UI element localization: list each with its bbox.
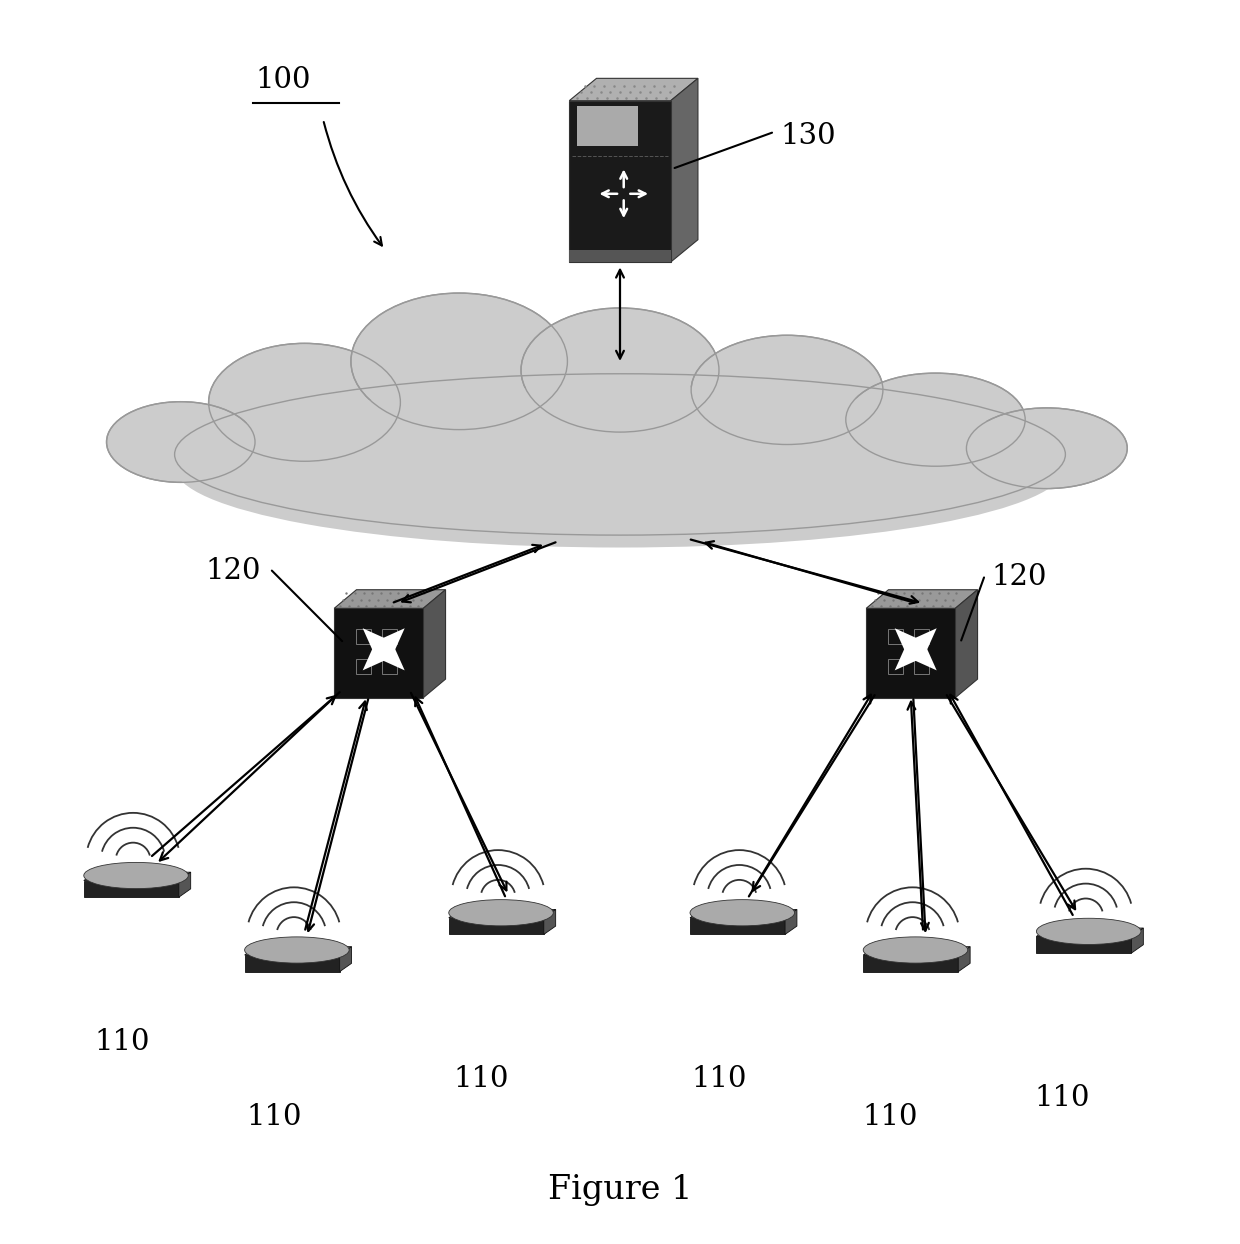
Text: 110: 110 (247, 1102, 301, 1131)
Polygon shape (449, 918, 544, 934)
Ellipse shape (449, 899, 553, 926)
Text: 100: 100 (255, 66, 310, 95)
Polygon shape (955, 590, 977, 698)
Polygon shape (244, 955, 340, 972)
Polygon shape (908, 628, 936, 657)
Ellipse shape (846, 373, 1025, 466)
Ellipse shape (521, 309, 719, 432)
Polygon shape (362, 642, 392, 671)
Polygon shape (179, 872, 191, 897)
Ellipse shape (175, 386, 1065, 547)
Ellipse shape (863, 937, 967, 963)
Polygon shape (335, 608, 423, 698)
Polygon shape (569, 78, 698, 101)
Ellipse shape (84, 862, 188, 888)
Text: Figure 1: Figure 1 (548, 1174, 692, 1207)
Polygon shape (335, 590, 445, 608)
Polygon shape (1037, 937, 1131, 953)
Polygon shape (867, 590, 977, 608)
Polygon shape (372, 638, 394, 661)
Text: 130: 130 (781, 122, 837, 151)
Polygon shape (895, 642, 924, 671)
Polygon shape (785, 909, 797, 934)
Polygon shape (449, 909, 556, 918)
Text: 110: 110 (1034, 1084, 1090, 1112)
Ellipse shape (351, 294, 568, 429)
Ellipse shape (691, 336, 883, 444)
Polygon shape (1037, 928, 1143, 937)
Polygon shape (867, 608, 955, 698)
Polygon shape (689, 909, 797, 918)
Ellipse shape (244, 937, 350, 963)
Polygon shape (569, 101, 671, 262)
Polygon shape (904, 638, 926, 661)
Polygon shape (689, 918, 785, 934)
Ellipse shape (689, 899, 795, 926)
Text: 120: 120 (991, 562, 1047, 591)
Polygon shape (895, 628, 924, 657)
Polygon shape (244, 947, 351, 955)
Polygon shape (423, 590, 445, 698)
Polygon shape (376, 642, 404, 671)
Ellipse shape (1037, 918, 1141, 944)
Ellipse shape (175, 364, 1065, 545)
Text: 110: 110 (94, 1029, 150, 1056)
Polygon shape (863, 947, 970, 955)
Text: 110: 110 (692, 1065, 748, 1093)
Ellipse shape (208, 343, 401, 462)
Ellipse shape (107, 402, 255, 483)
Polygon shape (577, 106, 637, 146)
Text: 110: 110 (453, 1065, 508, 1093)
Ellipse shape (966, 408, 1127, 489)
Text: 110: 110 (863, 1102, 918, 1131)
Polygon shape (84, 881, 179, 897)
Polygon shape (544, 909, 556, 934)
Polygon shape (908, 642, 936, 671)
Polygon shape (376, 628, 404, 657)
Polygon shape (1131, 928, 1143, 953)
Polygon shape (84, 872, 191, 881)
Polygon shape (362, 628, 392, 657)
Polygon shape (340, 947, 351, 972)
Text: 120: 120 (206, 556, 262, 585)
Polygon shape (959, 947, 970, 972)
Polygon shape (863, 955, 959, 972)
Polygon shape (569, 250, 671, 262)
Polygon shape (671, 78, 698, 262)
